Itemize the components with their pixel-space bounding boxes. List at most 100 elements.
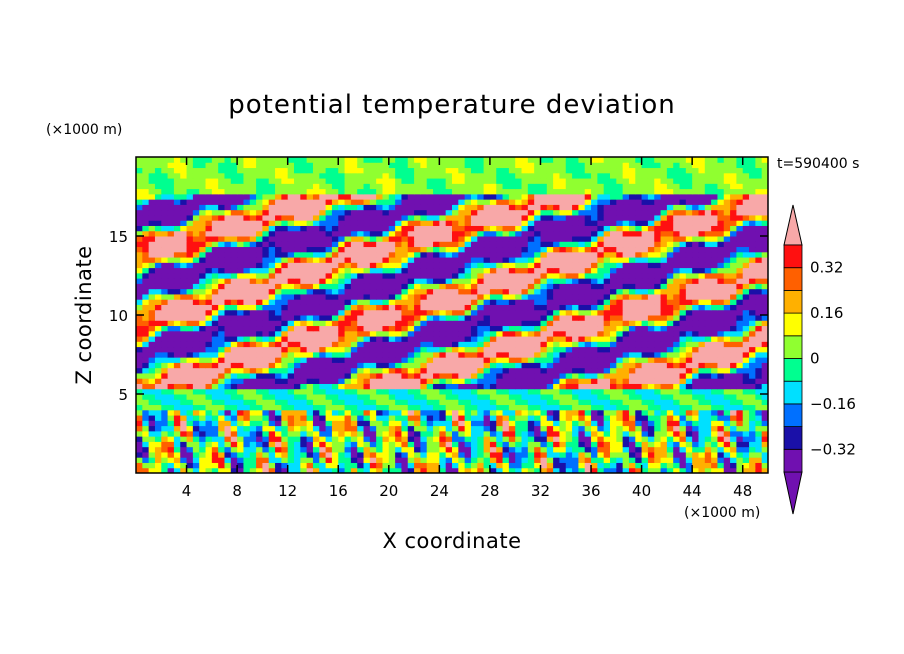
heatmap-cell	[142, 230, 150, 237]
heatmap-cell	[534, 467, 541, 474]
heatmap-cell	[154, 372, 162, 379]
heatmap-cell	[331, 446, 339, 453]
heatmap-cell	[603, 246, 611, 253]
heatmap-cell	[395, 383, 402, 390]
heatmap-cell	[502, 441, 510, 448]
heatmap-cell	[736, 372, 744, 379]
heatmap-cell	[325, 251, 333, 258]
heatmap-cell	[388, 394, 396, 400]
heatmap-cell	[237, 278, 244, 284]
heatmap-cell	[736, 225, 744, 232]
heatmap-cell	[249, 272, 257, 279]
heatmap-cell	[180, 330, 188, 337]
heatmap-cell	[470, 309, 478, 316]
heatmap-cell	[635, 214, 643, 221]
heatmap-cell	[755, 367, 763, 374]
heatmap-cell	[660, 357, 668, 363]
heatmap-cell	[685, 315, 693, 321]
heatmap-cell	[180, 451, 188, 458]
heatmap-cell	[660, 441, 668, 448]
heatmap-cell	[458, 214, 466, 221]
heatmap-cell	[319, 430, 327, 437]
heatmap-cell	[711, 236, 718, 242]
heatmap-cell	[591, 351, 598, 358]
heatmap-cell	[641, 446, 649, 453]
heatmap-cell	[540, 214, 548, 221]
heatmap-cell	[433, 257, 440, 263]
heatmap-cell	[527, 288, 535, 295]
heatmap-cell	[230, 399, 238, 406]
heatmap-cell	[584, 378, 592, 384]
heatmap-cell	[224, 336, 232, 342]
heatmap-cell	[508, 309, 516, 316]
heatmap-cell	[401, 404, 409, 411]
heatmap-cell	[610, 336, 617, 342]
heatmap-cell	[173, 446, 181, 453]
heatmap-cell	[458, 457, 466, 463]
heatmap-cell	[445, 272, 453, 279]
heatmap-cell	[262, 425, 270, 432]
heatmap-cell	[685, 446, 693, 453]
heatmap-cell	[730, 383, 737, 390]
heatmap-cell	[363, 309, 371, 316]
heatmap-cell	[496, 236, 504, 242]
heatmap-cell	[591, 436, 598, 442]
heatmap-cell	[559, 394, 567, 400]
heatmap-cell	[224, 304, 232, 311]
heatmap-cell	[717, 436, 725, 442]
heatmap-cell	[673, 283, 681, 290]
heatmap-cell	[508, 262, 516, 269]
heatmap-cell	[268, 341, 276, 348]
heatmap-cell	[420, 246, 428, 253]
heatmap-cell	[306, 346, 314, 353]
heatmap-cell	[730, 225, 737, 232]
heatmap-cell	[433, 467, 440, 474]
heatmap-cell	[477, 378, 485, 384]
heatmap-cell	[578, 462, 586, 469]
heatmap-cell	[711, 404, 718, 411]
heatmap-cell	[521, 362, 529, 369]
heatmap-cell	[376, 425, 383, 432]
heatmap-cell	[426, 404, 434, 411]
heatmap-cell	[527, 225, 535, 232]
heatmap-cell	[692, 246, 699, 253]
heatmap-cell	[452, 346, 459, 353]
heatmap-cell	[666, 409, 674, 416]
heatmap-cell	[357, 293, 365, 300]
heatmap-cell	[154, 299, 162, 305]
heatmap-cell	[445, 362, 453, 369]
heatmap-cell	[578, 220, 586, 226]
heatmap-cell	[300, 346, 308, 353]
heatmap-cell	[224, 367, 232, 374]
heatmap-cell	[420, 257, 428, 263]
heatmap-cell	[723, 357, 731, 363]
heatmap-cell	[736, 299, 744, 305]
heatmap-cell	[654, 278, 662, 284]
heatmap-cell	[445, 404, 453, 411]
heatmap-cell	[616, 346, 624, 353]
heatmap-cell	[382, 246, 390, 253]
heatmap-cell	[331, 288, 339, 295]
heatmap-cell	[161, 446, 169, 453]
heatmap-cell	[294, 451, 301, 458]
heatmap-cell	[755, 241, 763, 248]
heatmap-cell	[142, 467, 150, 474]
heatmap-cell	[572, 441, 579, 448]
heatmap-cell	[205, 351, 213, 358]
heatmap-cell	[496, 451, 504, 458]
heatmap-cell	[496, 267, 504, 274]
heatmap-cell	[559, 267, 567, 274]
heatmap-cell	[287, 283, 295, 290]
heatmap-cell	[464, 220, 472, 226]
heatmap-cell	[704, 241, 712, 248]
heatmap-cell	[382, 293, 390, 300]
heatmap-cell	[294, 404, 301, 411]
heatmap-cell	[654, 272, 662, 279]
heatmap-cell	[711, 225, 718, 232]
heatmap-cell	[647, 451, 655, 458]
heatmap-cell	[647, 367, 655, 374]
heatmap-cell	[420, 367, 428, 374]
heatmap-cell	[578, 288, 586, 295]
heatmap-cell	[641, 278, 649, 284]
heatmap-cell	[230, 357, 238, 363]
